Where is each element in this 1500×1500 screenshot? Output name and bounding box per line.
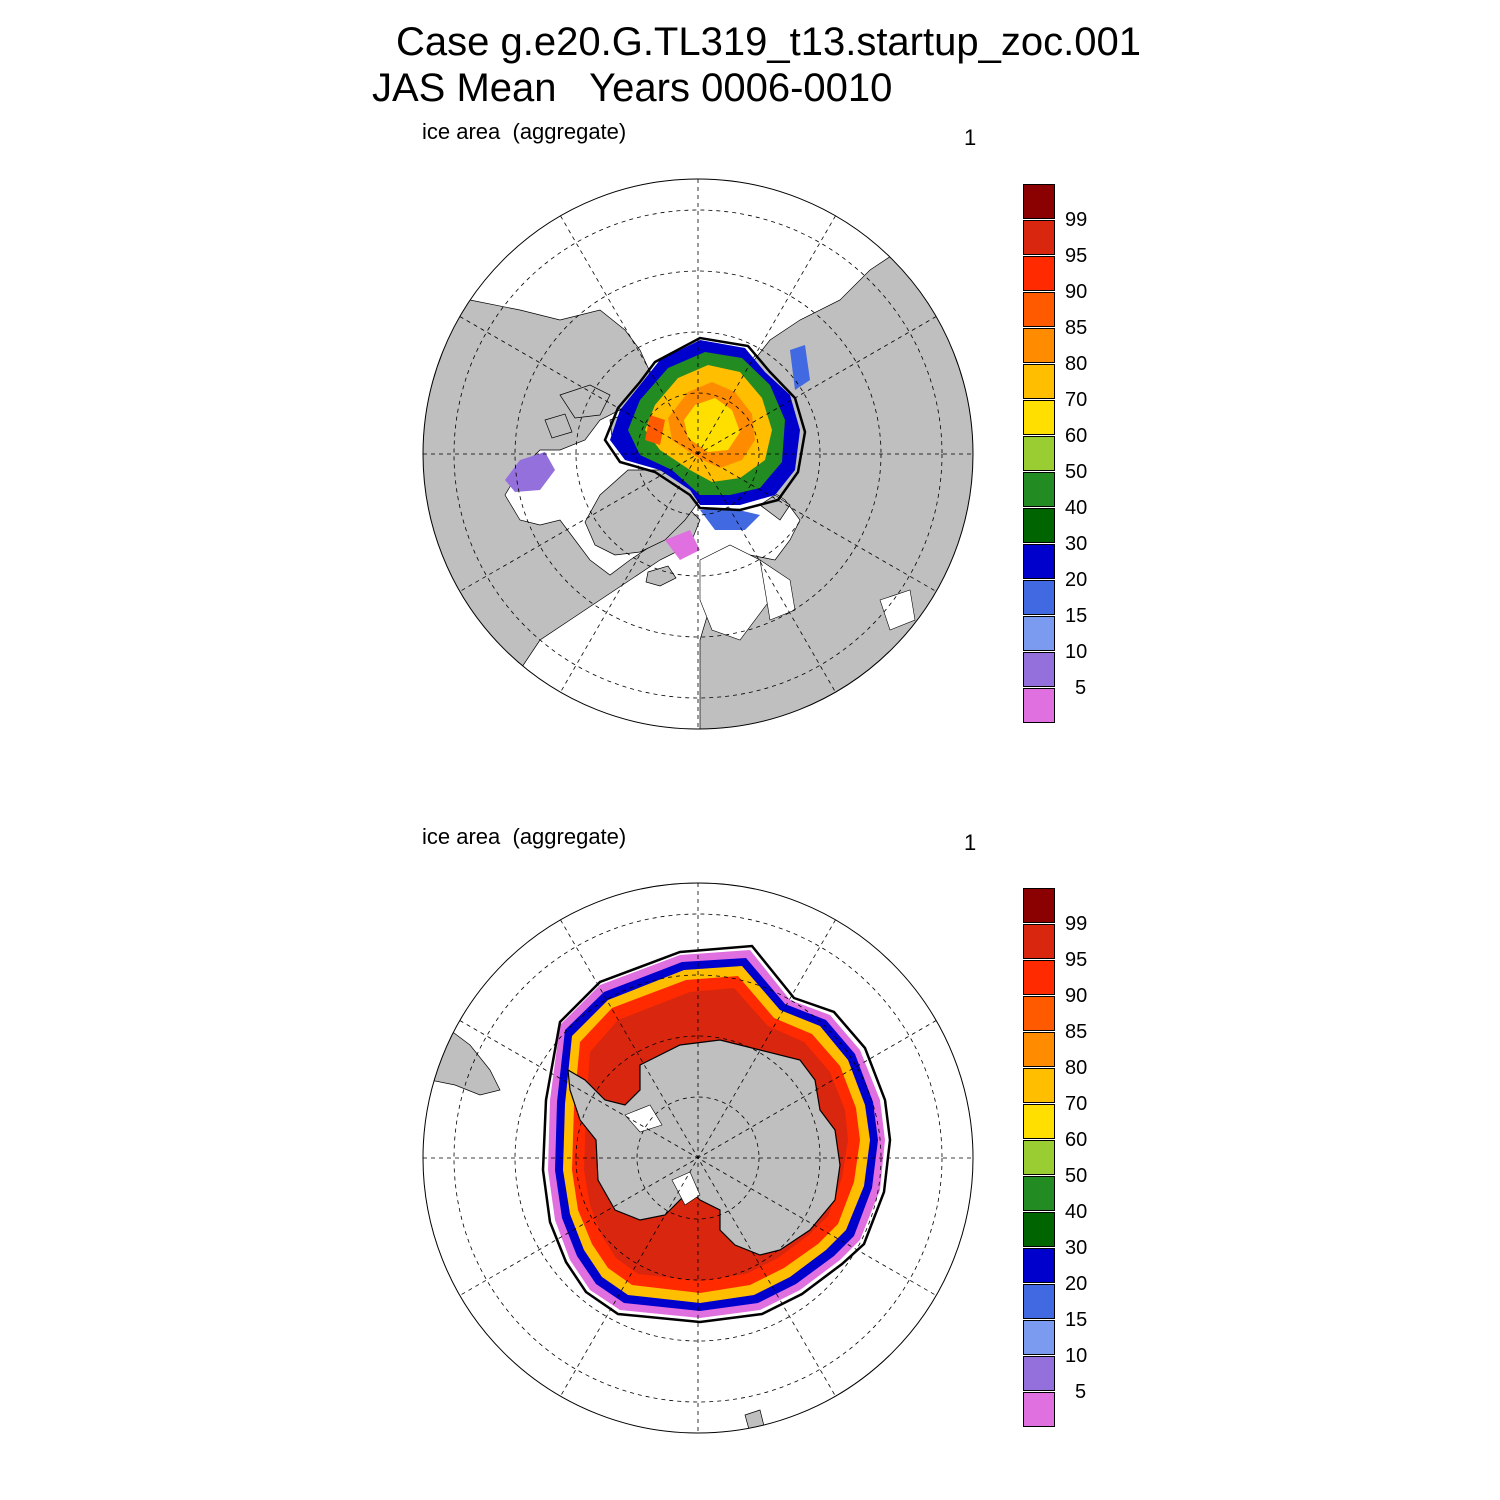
north-colorbar-tick-label: 90 bbox=[1065, 281, 1088, 303]
north-colorbar-tick-label: 80 bbox=[1065, 353, 1088, 375]
south-colorbar-box bbox=[1023, 1284, 1055, 1319]
north-colorbar-box bbox=[1023, 688, 1055, 723]
south-colorbar-tick-label: 99 bbox=[1065, 913, 1088, 935]
north-colorbar-tick-label: 95 bbox=[1065, 245, 1088, 267]
north-colorbar-box bbox=[1023, 220, 1055, 255]
south-colorbar-box bbox=[1023, 888, 1055, 923]
south-colorbar-tick-label: 15 bbox=[1065, 1309, 1088, 1331]
south-colorbar-tick-label: 30 bbox=[1065, 1237, 1088, 1259]
antarctic-map bbox=[423, 883, 973, 1433]
arctic-map bbox=[423, 179, 973, 729]
south-colorbar-box bbox=[1023, 1068, 1055, 1103]
figure-title-period: JAS Mean Years 0006-0010 bbox=[372, 66, 893, 110]
north-colorbar-box bbox=[1023, 436, 1055, 471]
south-colorbar-box bbox=[1023, 960, 1055, 995]
south-colorbar-tick-label: 70 bbox=[1065, 1093, 1088, 1115]
south-panel-number: 1 bbox=[964, 830, 977, 855]
north-colorbar-tick-label: 40 bbox=[1065, 497, 1088, 519]
north-colorbar-box bbox=[1023, 616, 1055, 651]
north-colorbar-box bbox=[1023, 544, 1055, 579]
arctic-graticule bbox=[423, 179, 973, 729]
south-colorbar-box bbox=[1023, 996, 1055, 1031]
south-colorbar-box bbox=[1023, 1032, 1055, 1067]
south-colorbar-box bbox=[1023, 1320, 1055, 1355]
south-colorbar-box bbox=[1023, 924, 1055, 959]
south-colorbar-box bbox=[1023, 1392, 1055, 1427]
antarctic-graticule bbox=[423, 883, 973, 1433]
north-colorbar-box bbox=[1023, 580, 1055, 615]
north-colorbar-box bbox=[1023, 184, 1055, 219]
north-colorbar-tick-label: 30 bbox=[1065, 533, 1088, 555]
north-colorbar-box bbox=[1023, 472, 1055, 507]
south-colorbar-tick-label: 60 bbox=[1065, 1129, 1088, 1151]
north-colorbar-tick-label: 10 bbox=[1065, 641, 1088, 663]
north-colorbar-tick-label: 5 bbox=[1075, 677, 1087, 699]
south-colorbar-tick-label: 90 bbox=[1065, 985, 1088, 1007]
figure-title-case: Case g.e20.G.TL319_t13.startup_zoc.001 bbox=[396, 20, 1141, 64]
south-colorbar-tick-label: 80 bbox=[1065, 1057, 1088, 1079]
south-colorbar-box bbox=[1023, 1140, 1055, 1175]
antarctic-map-border bbox=[422, 882, 974, 1434]
north-colorbar-box bbox=[1023, 400, 1055, 435]
north-colorbar-box bbox=[1023, 364, 1055, 399]
south-colorbar-tick-label: 20 bbox=[1065, 1273, 1088, 1295]
south-colorbar-box bbox=[1023, 1248, 1055, 1283]
north-colorbar-tick-label: 85 bbox=[1065, 317, 1088, 339]
south-colorbar-tick-label: 5 bbox=[1075, 1381, 1087, 1403]
south-colorbar-box bbox=[1023, 1176, 1055, 1211]
north-panel-number: 1 bbox=[964, 125, 977, 150]
north-colorbar-tick-label: 15 bbox=[1065, 605, 1088, 627]
north-colorbar-tick-label: 99 bbox=[1065, 209, 1088, 231]
arctic-sea-ice bbox=[505, 336, 810, 560]
south-colorbar-box bbox=[1023, 1356, 1055, 1391]
south-colorbar-box bbox=[1023, 1104, 1055, 1139]
north-colorbar-box bbox=[1023, 508, 1055, 543]
north-colorbar-tick-label: 50 bbox=[1065, 461, 1088, 483]
north-colorbar-tick-label: 60 bbox=[1065, 425, 1088, 447]
south-colorbar-tick-label: 50 bbox=[1065, 1165, 1088, 1187]
antarctica-land bbox=[567, 1039, 841, 1256]
south-colorbar-tick-label: 85 bbox=[1065, 1021, 1088, 1043]
north-colorbar-box bbox=[1023, 328, 1055, 363]
north-colorbar-box bbox=[1023, 292, 1055, 327]
north-colorbar-tick-label: 20 bbox=[1065, 569, 1088, 591]
north-colorbar-box bbox=[1023, 256, 1055, 291]
south-colorbar-box bbox=[1023, 1212, 1055, 1247]
south-colorbar-tick-label: 10 bbox=[1065, 1345, 1088, 1367]
arctic-map-border bbox=[422, 178, 974, 730]
north-colorbar-tick-label: 70 bbox=[1065, 389, 1088, 411]
north-colorbar-box bbox=[1023, 652, 1055, 687]
south-colorbar-tick-label: 40 bbox=[1065, 1201, 1088, 1223]
south-colorbar-tick-label: 95 bbox=[1065, 949, 1088, 971]
north-panel-label: ice area (aggregate) bbox=[422, 119, 627, 144]
south-panel-label: ice area (aggregate) bbox=[422, 824, 627, 849]
